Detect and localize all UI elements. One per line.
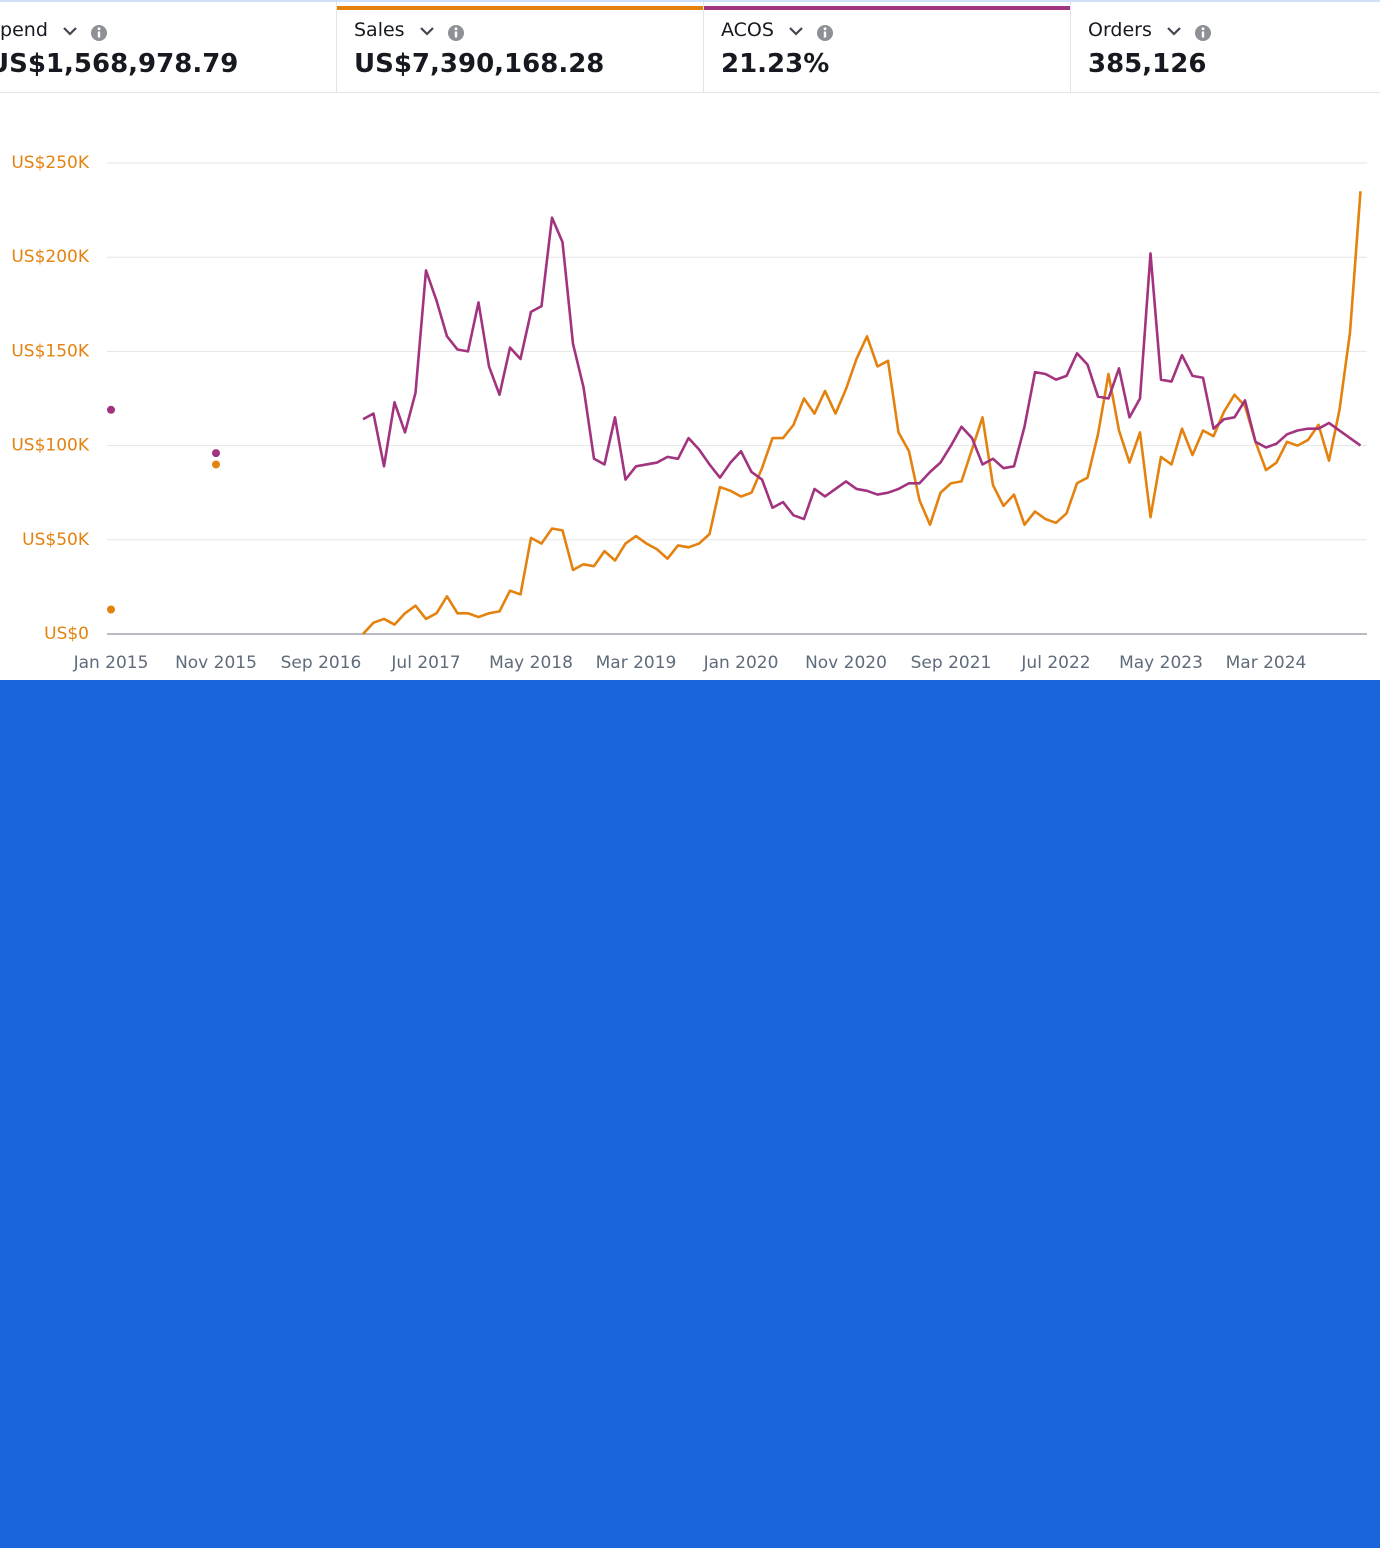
x-tick-label: Sep 2016: [281, 653, 362, 673]
info-glyph: [1201, 27, 1205, 31]
line-series: [362, 191, 1362, 635]
x-tick-label: Mar 2019: [596, 653, 677, 673]
x-tick-label: Nov 2015: [175, 653, 257, 673]
x-tick-label: May 2018: [489, 653, 573, 673]
dropdown-and-info[interactable]: [788, 22, 848, 44]
metric-card[interactable]: Orders 385,126: [1071, 2, 1380, 93]
metric-value: US$1,568,978.79: [0, 49, 239, 79]
metric-label: Orders: [1088, 19, 1152, 41]
x-tick-label: Jul 2022: [1020, 653, 1090, 673]
metric-value: 385,126: [1088, 49, 1207, 79]
info-glyph: [97, 31, 101, 38]
info-glyph: [823, 31, 827, 38]
metric-value: US$7,390,168.28: [354, 49, 605, 79]
line-series: [362, 216, 1362, 521]
y-tick-label: US$250K: [11, 153, 89, 173]
dropdown-and-info[interactable]: [62, 22, 122, 44]
metric-label: Spend: [0, 19, 48, 41]
metric-value: 21.23%: [721, 49, 830, 79]
x-tick-label: Nov 2020: [805, 653, 887, 673]
metric-cards: Spend US$1,568,978.79 Sales US$7,390,168.28…: [0, 2, 1380, 94]
dropdown-and-info[interactable]: [419, 22, 479, 44]
info-glyph: [823, 27, 827, 31]
metric-card[interactable]: Sales US$7,390,168.28: [337, 2, 704, 93]
line-point: [107, 405, 115, 414]
chart: US$0 US$50K US$100K US$150K US$200K US$250K Ja…: [11, 153, 1367, 673]
y-tick-label: US$50K: [22, 530, 90, 550]
x-tick-label: Jan 2015: [73, 653, 149, 673]
y-tick-label: US$150K: [11, 341, 89, 361]
line-point: [212, 449, 220, 458]
x-tick-label: May 2023: [1119, 653, 1203, 673]
line-point: [107, 605, 115, 614]
metric-accent: [704, 6, 1070, 10]
info-glyph: [454, 27, 457, 31]
y-tick-label: US$0: [44, 624, 89, 644]
y-tick-label: US$200K: [11, 247, 89, 267]
metric-accent: [337, 6, 703, 10]
dropdown-and-info[interactable]: [1166, 22, 1226, 44]
chevron[interactable]: [1167, 27, 1181, 36]
x-tick-label: Jan 2020: [703, 653, 779, 673]
chevron[interactable]: [63, 27, 77, 36]
x-tick-label: Sep 2021: [911, 653, 992, 673]
metric-label: Sales: [354, 19, 405, 41]
metric-card[interactable]: Spend US$1,568,978.79: [0, 2, 337, 93]
line-point: [212, 460, 220, 469]
dashboard-panel: US$0 US$50K US$100K US$150K US$200K US$250K Ja…: [0, 0, 1380, 680]
x-tick-label: Mar 2024: [1226, 653, 1307, 673]
info-glyph: [97, 27, 101, 31]
info-glyph: [454, 31, 457, 38]
y-tick-label: US$100K: [11, 436, 89, 456]
metric-card[interactable]: ACOS 21.23%: [704, 2, 1071, 93]
chevron[interactable]: [789, 27, 803, 36]
chevron[interactable]: [419, 27, 434, 36]
info-glyph: [1201, 31, 1205, 38]
x-tick-label: Jul 2017: [390, 653, 460, 673]
metric-label: ACOS: [721, 19, 774, 41]
